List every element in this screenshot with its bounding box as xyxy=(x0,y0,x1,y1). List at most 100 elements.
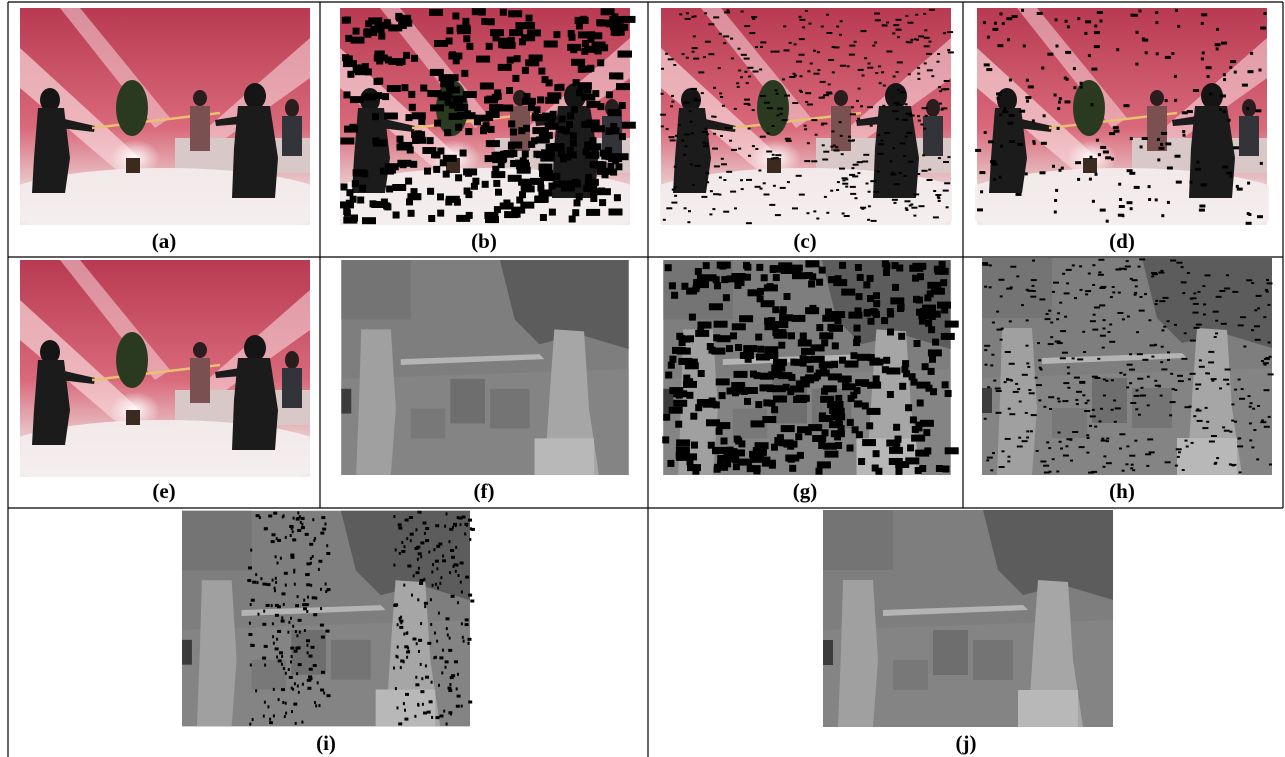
noise-block xyxy=(985,364,988,366)
noise-block xyxy=(709,303,723,310)
noise-block xyxy=(1191,442,1194,444)
noise-block xyxy=(571,59,585,66)
noise-block xyxy=(272,622,274,625)
noise-block xyxy=(683,154,686,156)
noise-block xyxy=(841,153,844,155)
noise-block xyxy=(1046,313,1049,315)
noise-block xyxy=(746,82,749,84)
noise-block xyxy=(767,107,773,109)
noise-block xyxy=(452,13,459,20)
noise-block xyxy=(773,396,787,403)
noise-block xyxy=(854,336,861,343)
noise-block xyxy=(456,687,458,690)
noise-block xyxy=(320,532,324,535)
noise-block xyxy=(465,128,472,135)
noise-block xyxy=(585,87,592,94)
noise-block xyxy=(570,140,577,147)
noise-block xyxy=(708,442,715,449)
noise-block xyxy=(789,42,792,44)
noise-block xyxy=(1221,323,1227,325)
noise-block xyxy=(317,681,319,684)
noise-block xyxy=(673,64,676,66)
noise-block xyxy=(842,213,845,215)
noise-block xyxy=(1185,440,1188,442)
noise-block xyxy=(1167,167,1173,170)
noise-block xyxy=(1026,319,1029,321)
noise-block xyxy=(571,106,578,113)
noise-block xyxy=(1121,214,1124,217)
noise-block xyxy=(1091,68,1097,71)
noise-block xyxy=(435,583,437,586)
noise-block xyxy=(690,121,693,123)
noise-block xyxy=(723,42,726,44)
noise-block xyxy=(315,704,317,707)
noise-block xyxy=(1252,408,1255,410)
noise-block xyxy=(1029,392,1035,394)
noise-block xyxy=(586,120,600,127)
noise-block xyxy=(1030,430,1033,432)
noise-block xyxy=(1181,358,1187,360)
noise-block xyxy=(780,306,787,313)
noise-block xyxy=(1119,205,1125,208)
noise-block xyxy=(1083,351,1086,353)
noise-block xyxy=(839,357,846,364)
noise-block xyxy=(851,106,854,108)
noise-block xyxy=(1008,456,1011,458)
noise-block xyxy=(1114,421,1117,423)
noise-block xyxy=(1240,316,1246,318)
noise-block xyxy=(726,345,733,352)
noise-block xyxy=(982,264,988,266)
noise-block xyxy=(908,73,911,75)
noise-block xyxy=(576,23,583,30)
noise-block xyxy=(291,655,293,658)
noise-block xyxy=(807,366,814,373)
noise-block xyxy=(451,674,455,677)
noise-block xyxy=(352,180,359,187)
noise-block xyxy=(1142,37,1145,40)
noise-block xyxy=(406,631,408,634)
noise-block xyxy=(977,208,983,211)
noise-block xyxy=(1202,427,1208,429)
noise-block xyxy=(1151,272,1157,274)
noise-block xyxy=(917,73,920,75)
noise-block xyxy=(527,29,541,36)
noise-block xyxy=(272,579,274,582)
noise-block xyxy=(713,87,716,89)
noise-block xyxy=(262,623,266,626)
noise-block xyxy=(1247,212,1250,215)
noise-block xyxy=(883,269,890,276)
noise-block xyxy=(1077,17,1080,20)
noise-block xyxy=(465,576,469,579)
noise-block xyxy=(298,619,302,622)
noise-block xyxy=(743,345,757,352)
noise-block xyxy=(719,392,726,399)
noise-block xyxy=(271,604,273,607)
noise-block xyxy=(826,14,829,16)
noise-block xyxy=(676,392,683,399)
noise-block xyxy=(1094,426,1097,428)
noise-block xyxy=(1211,380,1214,382)
noise-block xyxy=(877,170,880,172)
noise-block xyxy=(514,55,521,62)
noise-block xyxy=(684,145,687,147)
noise-block xyxy=(549,209,556,216)
noise-block xyxy=(868,354,875,361)
noise-block xyxy=(1170,401,1176,403)
noise-block xyxy=(1225,369,1231,371)
noise-block xyxy=(439,74,453,81)
noise-block xyxy=(449,540,451,543)
noise-block xyxy=(1056,471,1059,473)
noise-block xyxy=(1134,186,1140,189)
noise-block xyxy=(622,122,636,129)
noise-block xyxy=(326,630,330,633)
noise-block xyxy=(590,195,597,202)
noise-block xyxy=(944,182,950,184)
noise-block xyxy=(788,332,795,339)
noise-block xyxy=(697,274,704,281)
noise-block xyxy=(387,85,401,92)
noise-block xyxy=(326,544,328,547)
noise-block xyxy=(275,647,279,650)
noise-block xyxy=(290,534,292,537)
noise-block xyxy=(828,276,835,283)
noise-block xyxy=(427,188,434,195)
